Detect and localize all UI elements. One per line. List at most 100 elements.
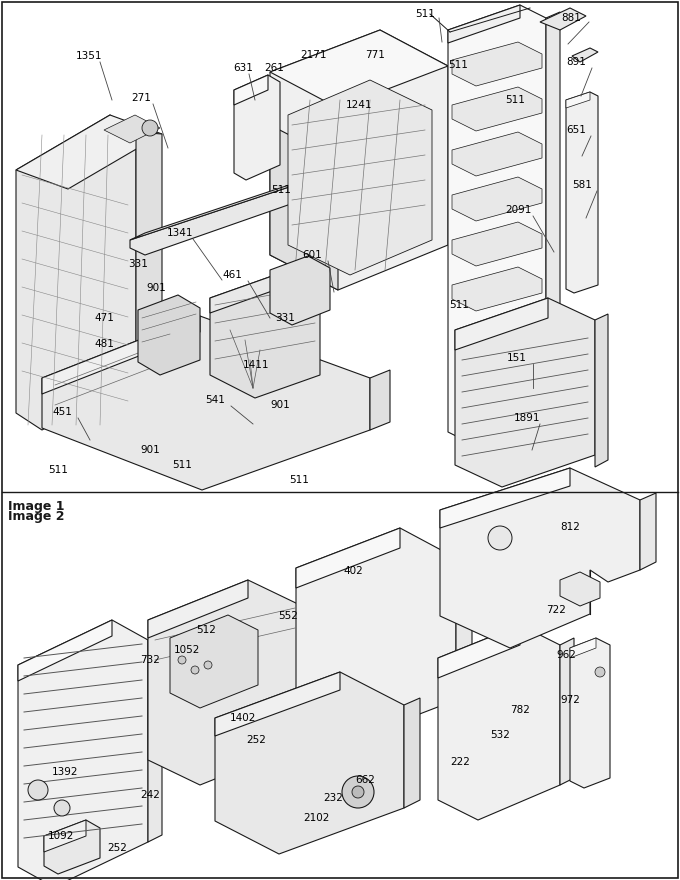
Polygon shape: [448, 5, 546, 445]
Text: 631: 631: [233, 63, 253, 73]
Text: 1392: 1392: [52, 767, 78, 777]
Polygon shape: [138, 295, 200, 375]
Polygon shape: [452, 267, 542, 311]
Text: 512: 512: [196, 625, 216, 635]
Circle shape: [342, 776, 374, 808]
Circle shape: [595, 667, 605, 677]
Polygon shape: [452, 42, 542, 86]
Text: 511: 511: [449, 300, 469, 310]
Polygon shape: [455, 298, 595, 487]
Text: 662: 662: [355, 775, 375, 785]
Text: 881: 881: [561, 13, 581, 23]
Text: 2091: 2091: [505, 205, 531, 215]
Text: 972: 972: [560, 695, 580, 705]
Text: 1402: 1402: [230, 713, 256, 723]
Text: 601: 601: [302, 250, 322, 260]
Polygon shape: [234, 75, 268, 105]
Polygon shape: [18, 620, 112, 681]
Polygon shape: [370, 370, 390, 430]
Polygon shape: [148, 580, 248, 638]
Text: 151: 151: [507, 353, 527, 363]
Polygon shape: [560, 638, 574, 785]
Text: 581: 581: [572, 180, 592, 190]
Text: 812: 812: [560, 522, 580, 532]
Text: 511: 511: [271, 185, 291, 195]
Circle shape: [54, 800, 70, 816]
Polygon shape: [148, 580, 300, 785]
Text: 511: 511: [172, 460, 192, 470]
Polygon shape: [210, 275, 320, 398]
Text: 471: 471: [94, 313, 114, 323]
Polygon shape: [104, 115, 160, 143]
Text: 481: 481: [94, 339, 114, 349]
Circle shape: [28, 780, 48, 800]
Text: 901: 901: [270, 400, 290, 410]
Polygon shape: [566, 92, 590, 108]
Polygon shape: [404, 698, 420, 808]
Text: 222: 222: [450, 757, 470, 767]
Text: 901: 901: [146, 283, 166, 293]
Text: 1241: 1241: [346, 100, 373, 110]
Text: 1351: 1351: [76, 51, 103, 61]
Text: 252: 252: [107, 843, 127, 853]
Polygon shape: [270, 125, 338, 290]
Text: 782: 782: [510, 705, 530, 715]
Polygon shape: [546, 12, 560, 435]
Polygon shape: [300, 598, 318, 750]
Text: 1341: 1341: [167, 228, 194, 238]
Circle shape: [352, 786, 364, 798]
Text: 532: 532: [490, 730, 510, 740]
Polygon shape: [215, 672, 404, 854]
Text: 651: 651: [566, 125, 586, 135]
Polygon shape: [296, 528, 400, 588]
Polygon shape: [170, 615, 258, 708]
Text: 1052: 1052: [174, 645, 201, 655]
Polygon shape: [382, 140, 415, 173]
Polygon shape: [136, 132, 162, 375]
Circle shape: [488, 526, 512, 550]
Circle shape: [178, 656, 186, 664]
Text: 451: 451: [52, 407, 72, 417]
Polygon shape: [570, 638, 610, 788]
Text: 722: 722: [546, 605, 566, 615]
Polygon shape: [16, 115, 136, 430]
Polygon shape: [452, 87, 542, 131]
Polygon shape: [640, 493, 656, 570]
Polygon shape: [570, 638, 596, 658]
Polygon shape: [288, 80, 432, 275]
Text: Image 2: Image 2: [8, 510, 65, 523]
Polygon shape: [270, 256, 330, 325]
Text: 732: 732: [140, 655, 160, 665]
Polygon shape: [42, 316, 200, 394]
Polygon shape: [440, 468, 570, 528]
Polygon shape: [42, 316, 370, 490]
Text: 901: 901: [140, 445, 160, 455]
Polygon shape: [452, 222, 542, 266]
Circle shape: [142, 120, 158, 136]
Polygon shape: [210, 275, 275, 313]
Text: 2171: 2171: [300, 50, 326, 60]
Circle shape: [191, 666, 199, 674]
Text: 511: 511: [48, 465, 68, 475]
Text: 511: 511: [415, 9, 435, 19]
Polygon shape: [452, 132, 542, 176]
Text: 511: 511: [289, 475, 309, 485]
Text: 541: 541: [205, 395, 225, 405]
Polygon shape: [456, 550, 472, 700]
Text: 771: 771: [365, 50, 385, 60]
Polygon shape: [270, 30, 448, 108]
Circle shape: [204, 661, 212, 669]
Polygon shape: [44, 820, 100, 874]
Polygon shape: [448, 5, 520, 43]
Polygon shape: [560, 572, 600, 606]
Polygon shape: [540, 8, 586, 30]
Text: 402: 402: [343, 566, 362, 576]
Text: 891: 891: [566, 57, 586, 67]
Polygon shape: [234, 75, 280, 180]
Text: 511: 511: [448, 60, 468, 70]
Polygon shape: [438, 625, 520, 678]
Polygon shape: [452, 177, 542, 221]
Text: 1891: 1891: [514, 413, 541, 423]
Polygon shape: [595, 314, 608, 467]
Text: 271: 271: [131, 93, 151, 103]
